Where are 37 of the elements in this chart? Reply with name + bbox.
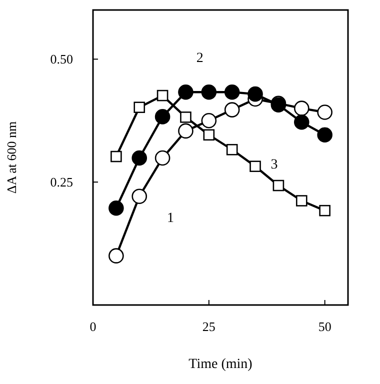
point: [201, 112, 217, 128]
point: [132, 188, 148, 204]
point: [134, 102, 146, 113]
point: [203, 129, 215, 141]
point: [224, 84, 240, 100]
point: [317, 127, 332, 143]
x-tick-label: 50: [318, 319, 332, 334]
point: [319, 204, 330, 216]
x-axis-title: Time (min): [188, 357, 253, 372]
point: [154, 150, 170, 166]
point: [132, 150, 148, 166]
point: [178, 84, 194, 100]
point: [294, 114, 310, 130]
point: [108, 200, 124, 216]
series-label: 3: [270, 157, 278, 172]
point: [250, 160, 261, 172]
point: [317, 104, 332, 120]
point: [272, 180, 284, 192]
point: [180, 112, 192, 123]
point: [178, 123, 194, 139]
series-label: 1: [167, 210, 174, 226]
point: [248, 86, 263, 102]
point: [108, 248, 124, 264]
point: [110, 150, 122, 162]
x-tick-label: 0: [90, 319, 96, 334]
point: [156, 90, 168, 102]
y-axis-title: ΔA at 600 nm: [4, 121, 19, 194]
series-label: 2: [196, 51, 204, 66]
point: [224, 102, 240, 118]
point: [294, 100, 310, 116]
y-tick-label: 0.50: [50, 52, 73, 67]
point: [201, 84, 217, 100]
x-tick-label: 25: [202, 319, 216, 334]
point: [154, 109, 170, 124]
point: [296, 195, 308, 206]
y-tick-label: 0.25: [50, 174, 73, 190]
point: [226, 144, 238, 156]
